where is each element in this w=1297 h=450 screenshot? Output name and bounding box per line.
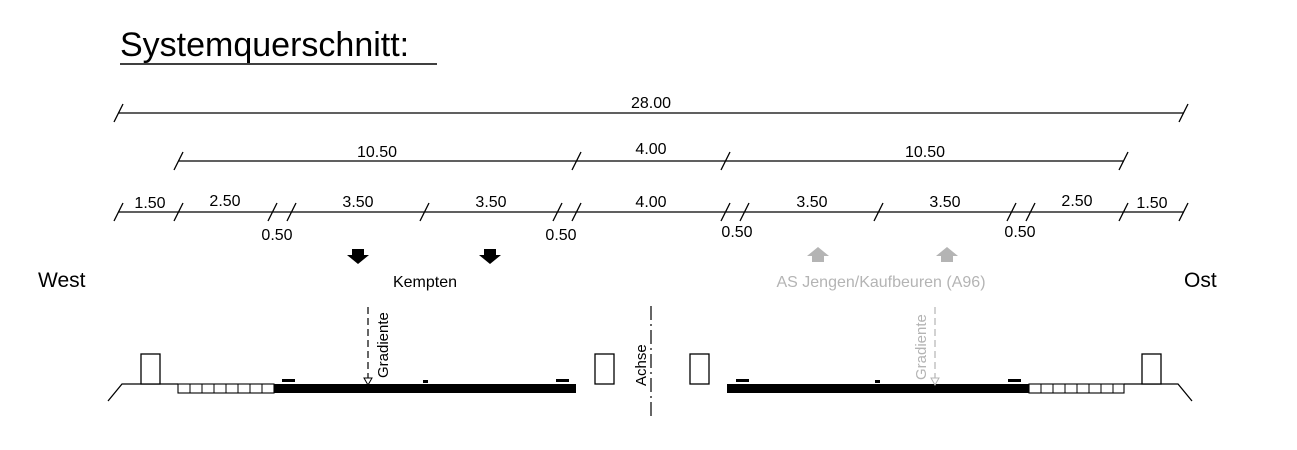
shoulder-right [1028,383,1125,394]
dim-label-below: 0.50 [545,227,576,244]
shoulder-left [177,383,275,394]
gradient-marker-icon [930,377,940,387]
gradient-label-left: Gradiente [375,312,392,378]
lane-marking [556,379,569,382]
west-label: West [38,269,86,292]
lane-marking [736,379,749,382]
arrow-down-icon [479,249,501,264]
dim-tick [113,103,124,123]
arrow-up-icon [936,247,958,262]
dim-label: 3.50 [342,194,373,211]
dim-tick [552,202,563,222]
dim-label-total: 28.00 [631,95,671,112]
dim-label-middle: 4.00 [635,141,666,158]
dim-tick [1178,103,1189,123]
diagram-title: Systemquerschnitt: [120,26,409,64]
lane-marking [282,379,295,382]
dim-tick [1006,202,1017,222]
dim-label-below: 0.50 [1004,224,1035,241]
dim-tick [1118,151,1129,171]
dim-tick [571,151,582,171]
curb-right-outer [1141,353,1162,385]
curb-right-inner [689,353,710,385]
lane-marking [423,380,428,383]
dim-tick [267,202,278,222]
axis-label: Achse [633,344,650,386]
gradient-label-right: Gradiente [913,314,930,380]
dim-label: 3.50 [796,194,827,211]
ground-line-right [1124,383,1193,402]
dim-tick [720,151,731,171]
dim-label-right: 10.50 [905,144,945,161]
dim-tick [173,151,184,171]
dim-label: 2.50 [1061,193,1092,210]
dim-tick [720,202,731,222]
arrow-up-icon [807,247,829,262]
carriageway-right [727,384,1029,393]
dim-label: 3.50 [475,194,506,211]
dim-tick [1178,202,1189,222]
dim-tick [571,202,582,222]
direction-label-west: Kempten [393,274,457,291]
dim-tick [1118,202,1129,222]
dimension-row-total: 28.00 [113,95,1189,123]
curb-left-outer [140,353,161,385]
dim-label-below: 0.50 [721,224,752,241]
dim-tick [1025,202,1036,222]
dim-label: 2.50 [209,193,240,210]
arrow-down-icon [347,249,369,264]
dimension-row-detail: 1.50 2.50 3.50 3.50 4.00 3.50 3.50 2.50 … [113,193,1189,244]
dim-tick [739,202,750,222]
dim-label: 1.50 [1136,195,1167,212]
dim-tick [419,202,430,222]
dim-tick [873,202,884,222]
dim-label: 4.00 [635,194,666,211]
lane-marking [1008,379,1021,382]
dim-label-below: 0.50 [261,227,292,244]
direction-label-east: AS Jengen/Kaufbeuren (A96) [776,274,985,291]
dim-label: 1.50 [134,195,165,212]
curb-left-inner [594,353,615,385]
carriageway-left [274,384,576,393]
lane-marking [875,380,880,383]
dim-label-left: 10.50 [357,144,397,161]
gradient-marker-icon [363,377,373,387]
ground-line-left [107,383,178,402]
dim-tick [286,202,297,222]
dimension-row-segments: 10.50 4.00 10.50 [173,141,1129,171]
dim-tick [173,202,184,222]
dim-tick [113,202,124,222]
dim-label: 3.50 [929,194,960,211]
east-label: Ost [1184,269,1217,292]
